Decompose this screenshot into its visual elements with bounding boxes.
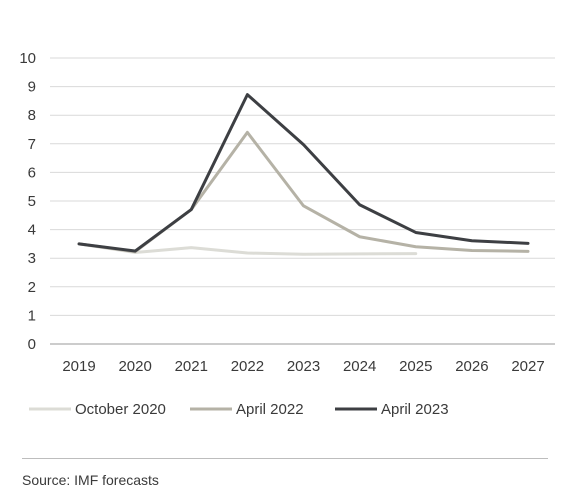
y-tick-label: 4	[28, 222, 36, 239]
legend-label-1: April 2022	[236, 401, 304, 418]
y-tick-label: 0	[28, 336, 36, 353]
gridlines	[50, 57, 555, 345]
y-tick-label: 8	[28, 107, 36, 124]
y-tick-label: 1	[28, 307, 36, 324]
legend-label-0: October 2020	[75, 401, 166, 418]
x-tick-label: 2021	[175, 358, 208, 375]
series-line-2	[77, 93, 530, 253]
x-tick-label: 2027	[511, 358, 544, 375]
y-axis-ticks: 0 1 2 3 4 5 6 7 8 9 10	[19, 50, 36, 353]
y-tick-label: 10	[19, 50, 36, 67]
source-note: Source: IMF forecasts	[22, 472, 159, 488]
x-tick-label: 2023	[287, 358, 320, 375]
y-tick-label: 2	[28, 279, 36, 296]
series-lines	[77, 93, 530, 256]
x-axis-ticks: 2019 2020 2021 2022 2023 2024 2025 2026 2027	[62, 358, 544, 375]
legend-label-2: April 2023	[381, 401, 449, 418]
legend: October 2020 April 2022 April 2023	[29, 401, 449, 418]
line-chart: 0 1 2 3 4 5 6 7 8 9 10 2019 2020 2021 2022 2023 2024 202…	[19, 50, 555, 418]
x-tick-label: 2025	[399, 358, 432, 375]
y-tick-label: 5	[28, 193, 36, 210]
y-tick-label: 7	[28, 136, 36, 153]
series-line-1	[77, 130, 530, 254]
y-tick-label: 9	[28, 79, 36, 96]
x-tick-label: 2022	[231, 358, 264, 375]
y-tick-label: 3	[28, 250, 36, 267]
x-tick-label: 2024	[343, 358, 376, 375]
source-divider	[22, 458, 548, 459]
x-tick-label: 2019	[62, 358, 95, 375]
y-tick-label: 6	[28, 164, 36, 181]
x-tick-label: 2026	[455, 358, 488, 375]
x-tick-label: 2020	[118, 358, 151, 375]
